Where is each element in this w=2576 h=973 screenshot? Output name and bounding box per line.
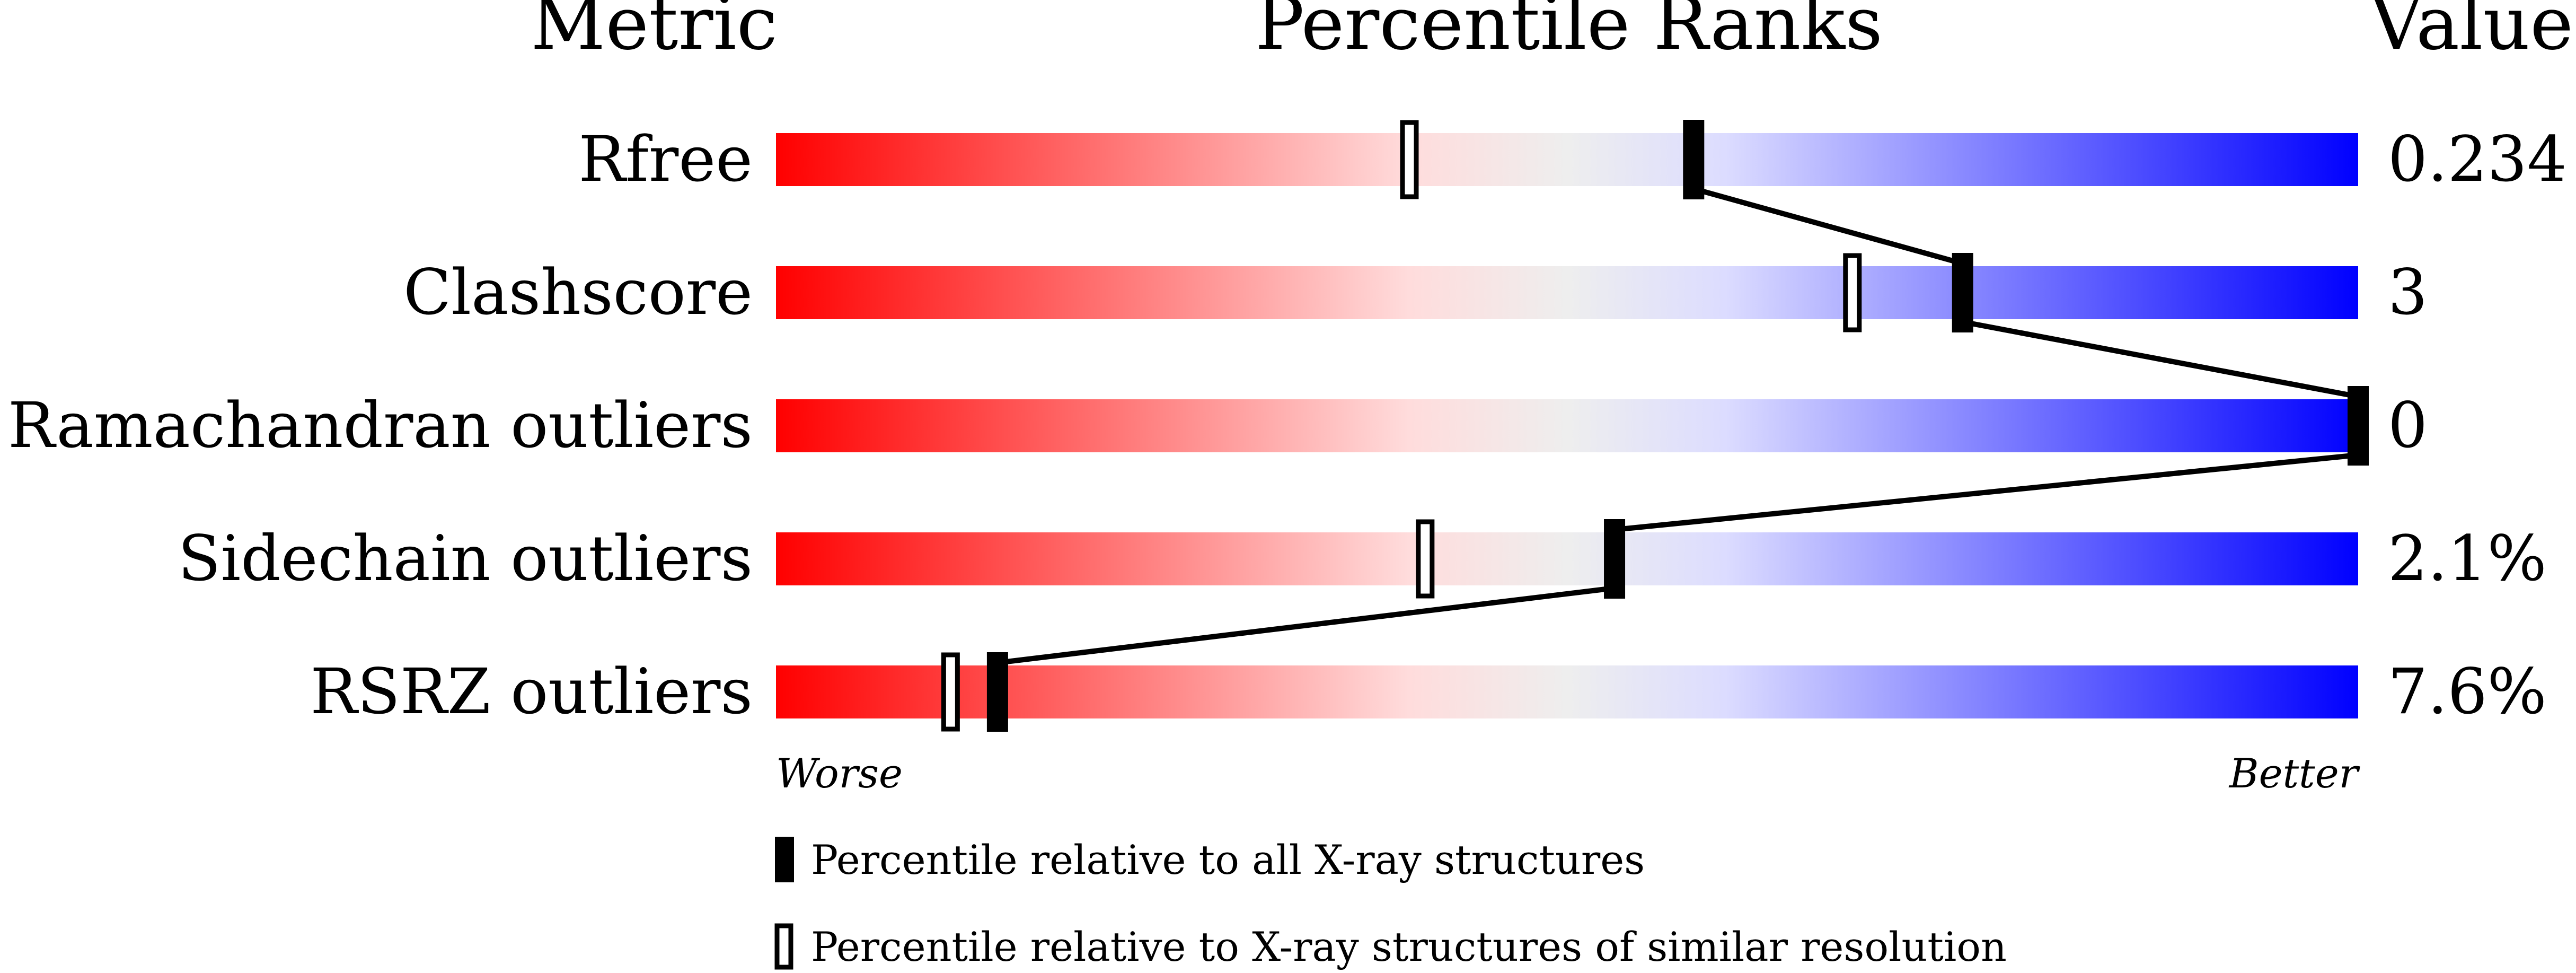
metric-value: 0.234	[2388, 122, 2567, 196]
metric-label: Sidechain outliers	[178, 522, 753, 595]
all-structures-marker	[1952, 253, 1973, 332]
connector-line	[997, 585, 1615, 665]
worse-label: Worse	[776, 750, 903, 797]
all-structures-marker	[986, 652, 1008, 732]
similar-resolution-marker	[1843, 253, 1862, 332]
connector-line	[1962, 319, 2359, 399]
header-metric: Metric	[531, 0, 778, 66]
similar-resolution-marker	[1416, 519, 1435, 599]
all-structures-marker	[2348, 386, 2369, 466]
metric-label: Clashscore	[403, 256, 753, 329]
percentile-bar	[776, 133, 2358, 186]
better-label: Better	[2228, 750, 2361, 797]
metric-value: 3	[2388, 256, 2428, 329]
header-value: Value	[2369, 0, 2573, 66]
connector-line	[1614, 452, 2359, 532]
metric-label: Rfree	[578, 122, 753, 196]
metric-value: 7.6%	[2388, 655, 2547, 728]
percentile-bar	[776, 665, 2358, 718]
header-percentile-ranks: Percentile Ranks	[1255, 0, 1883, 66]
percentile-bar	[776, 399, 2358, 452]
percentile-bar	[776, 532, 2358, 585]
percentile-bar	[776, 266, 2358, 319]
legend-filled-marker	[775, 837, 794, 882]
all-structures-marker	[1604, 519, 1626, 599]
legend-open-label: Percentile relative to X-ray structures …	[811, 923, 2007, 970]
metric-label: Ramachandran outliers	[8, 389, 753, 462]
similar-resolution-marker	[1400, 120, 1419, 199]
all-structures-marker	[1683, 120, 1705, 199]
metric-label: RSRZ outliers	[310, 655, 753, 728]
metric-value: 0	[2388, 389, 2428, 462]
legend-filled-label: Percentile relative to all X-ray structu…	[811, 836, 1645, 883]
legend-open-marker	[774, 923, 793, 970]
similar-resolution-marker	[941, 652, 960, 732]
connector-line	[1692, 186, 1964, 266]
metric-value: 2.1%	[2388, 522, 2547, 595]
